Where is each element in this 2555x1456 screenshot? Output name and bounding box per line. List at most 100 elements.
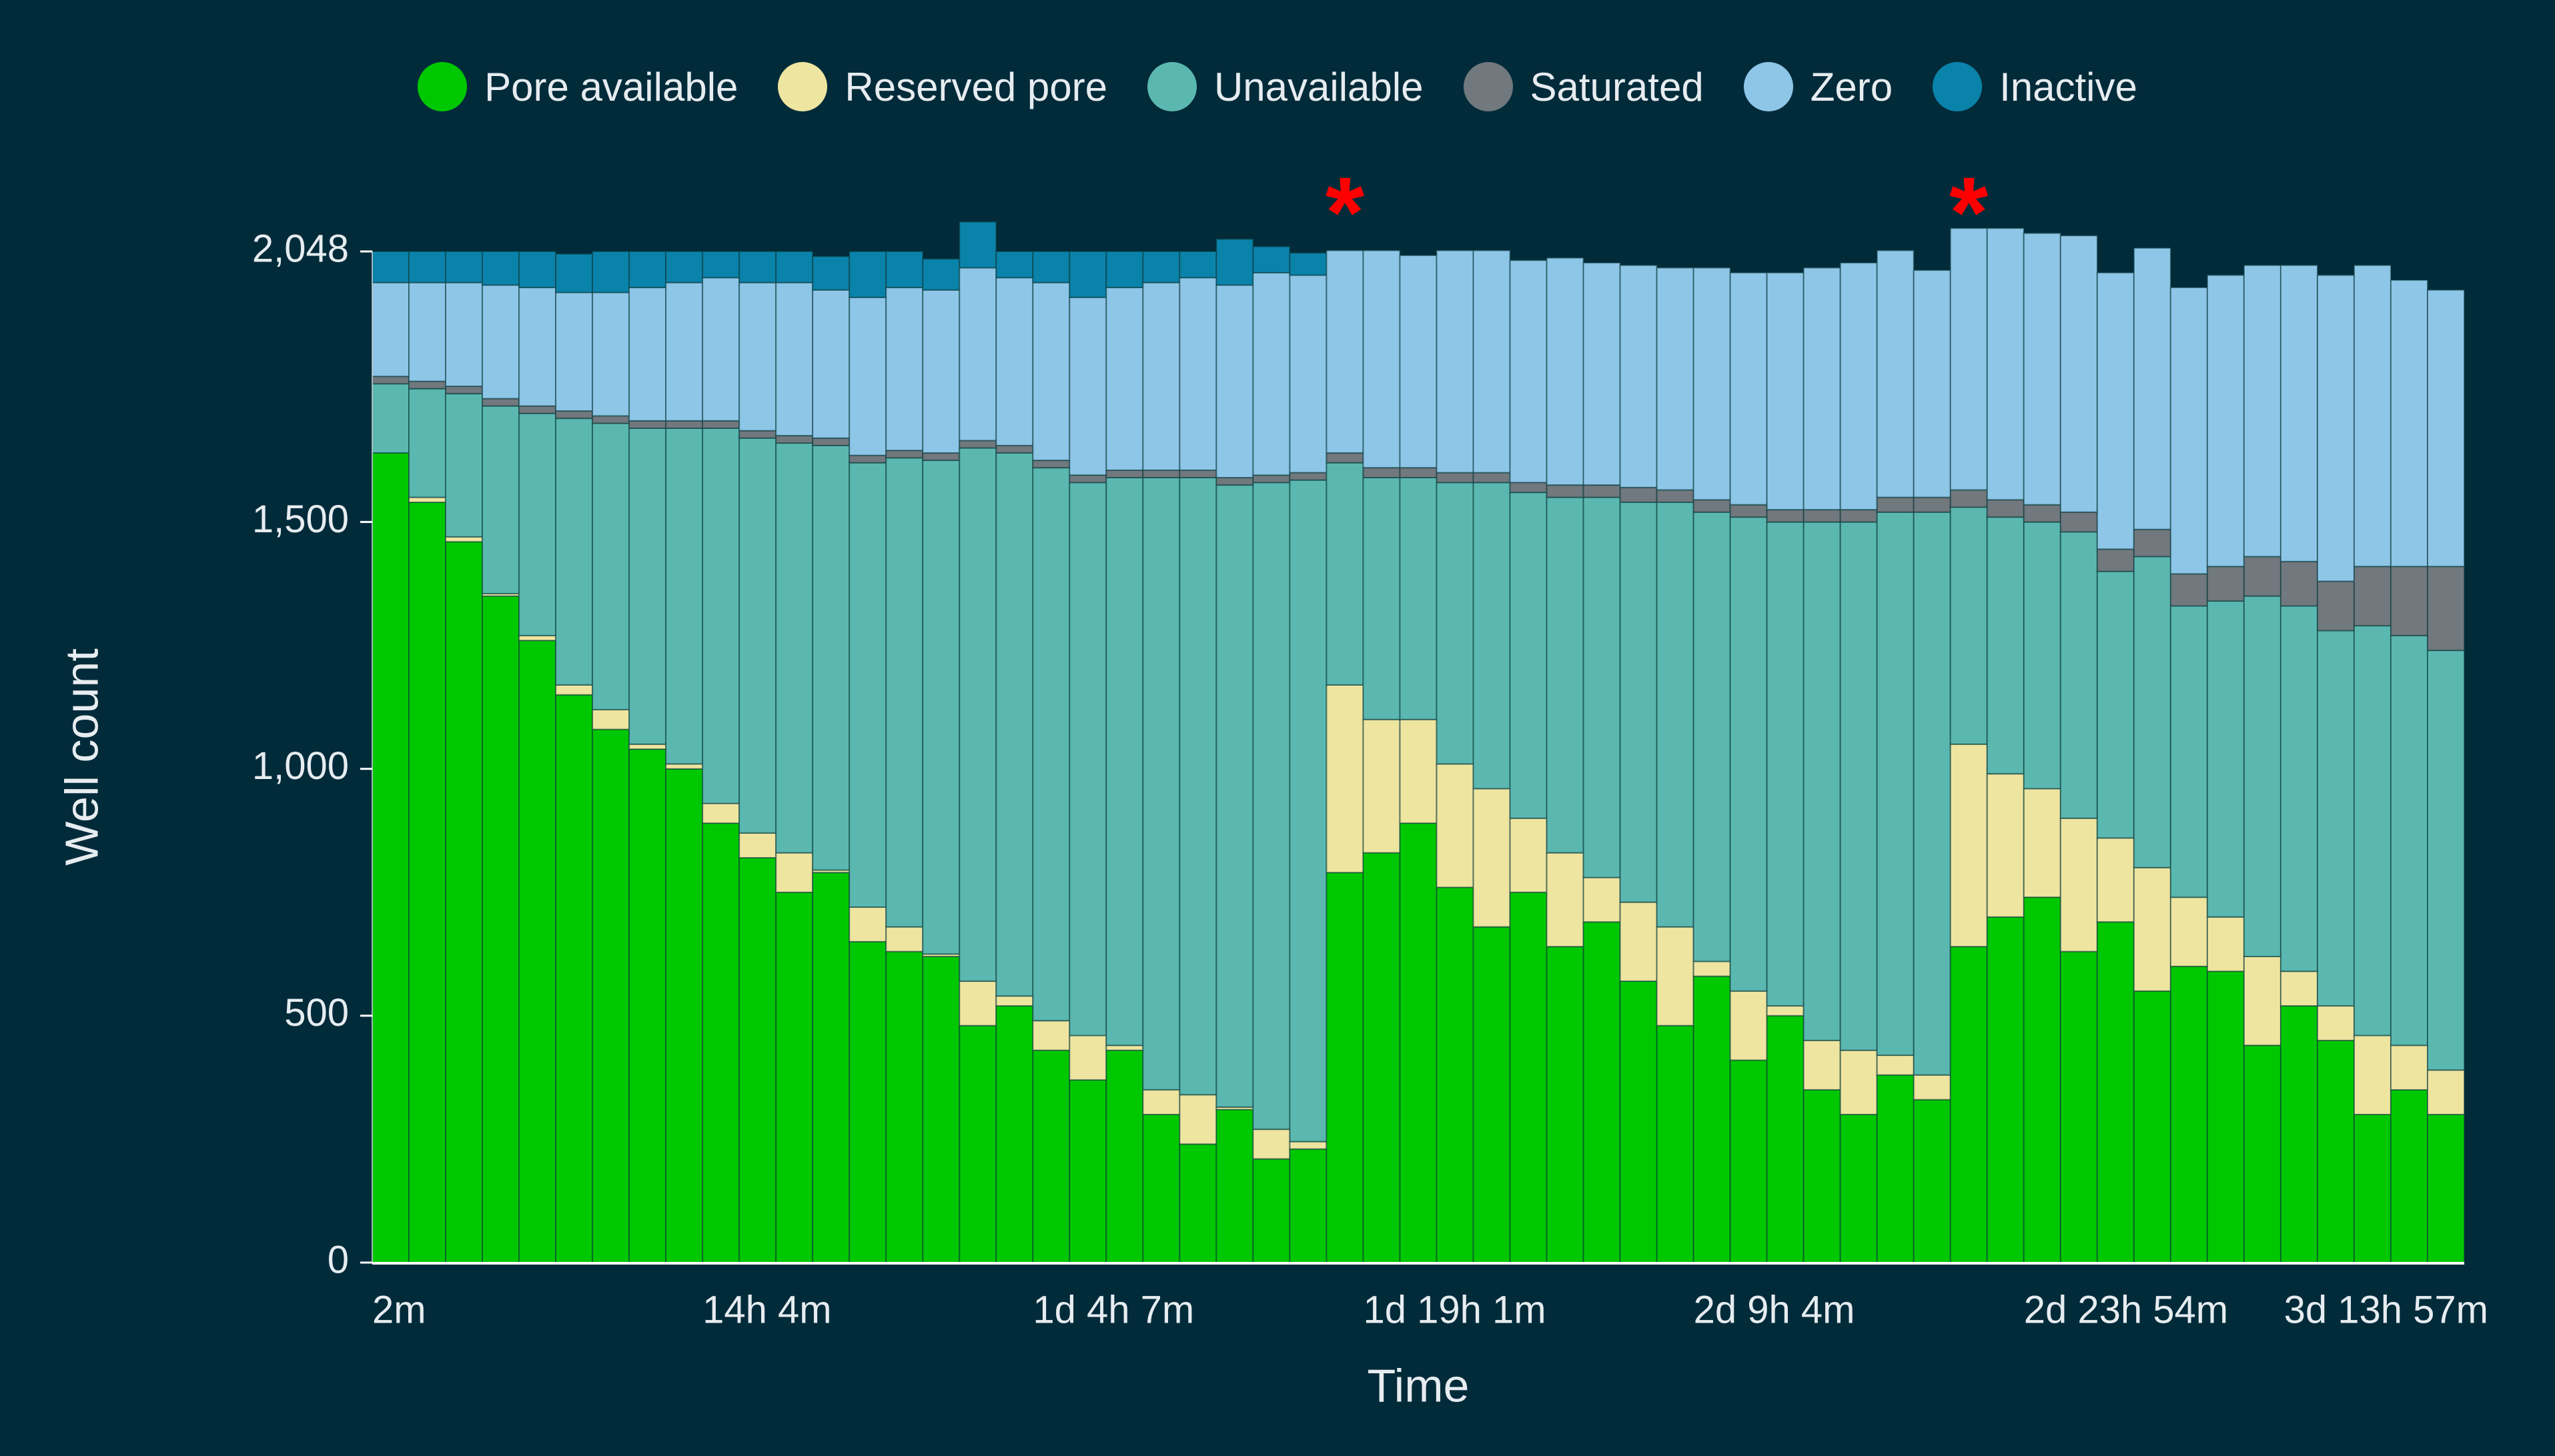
bar-segment-saturated [1399,467,1438,479]
bar-segment-zero [812,289,851,439]
bar-segment-reserved-pore [1252,1129,1291,1160]
bar-segment-zero [2353,264,2392,568]
bar-segment-reserved-pore [1326,684,1364,874]
bar-segment-saturated [665,420,704,430]
bar-segment-reserved-pore [2316,1005,2355,1041]
bar-segment-inactive [665,251,704,283]
bar-segment-saturated [995,444,1034,454]
bar-segment-unavailable [1399,477,1438,720]
bar-segment-saturated [2206,566,2245,602]
bar-segment-unavailable [518,412,557,636]
bar-segment-reserved-pore [2059,817,2098,952]
bar-segment-unavailable [408,388,447,498]
bar-segment-pore-available [1876,1074,1915,1263]
bar-segment-unavailable [482,405,520,594]
bar-segment-pore-available [1509,891,1548,1263]
bar-segment-reserved-pore [1803,1039,1841,1090]
bar-segment-pore-available [592,728,630,1264]
bar-segment-zero [592,291,630,417]
bar-segment-unavailable [1032,467,1071,1022]
bar-segment-saturated [2023,504,2061,523]
bar-segment-unavailable [1839,521,1878,1051]
bar-segment-pore-available [1142,1113,1181,1264]
bar-segment-inactive [1142,251,1181,283]
bar-segment-reserved-pore [628,743,667,750]
bar-segment-reserved-pore [1546,852,1584,948]
y-tick-label: 500 [284,991,349,1034]
bar-segment-unavailable [1766,521,1805,1007]
bar-segment-saturated [445,386,484,395]
bar-segment-inactive [922,258,961,291]
legend-swatch [1463,62,1513,111]
y-tick-label: 1,500 [252,498,349,541]
bar-segment-unavailable [1179,477,1217,1096]
bar-segment-inactive [408,251,447,283]
bar-segment-zero [1399,254,1438,469]
bar-segment-pore-available [1656,1024,1694,1263]
bar-segment-unavailable [1619,502,1658,903]
bar-segment-inactive [518,251,557,289]
bar-segment-saturated [1839,509,1878,523]
x-tick-label: 1d 4h 7m [1033,1288,1194,1331]
legend-swatch [1147,62,1197,111]
bar-segment-zero [2133,247,2171,530]
bar-segment-saturated [1803,509,1841,523]
bars-group [372,221,2465,1264]
bar-segment-unavailable [1692,511,1731,962]
legend-label: Saturated [1530,64,1704,109]
bar-segment-pore-available [1326,872,1364,1263]
bar-segment-unavailable [1546,496,1584,854]
bar-segment-unavailable [1362,477,1401,720]
bar-segment-saturated [959,440,997,449]
bar-segment-pore-available [1913,1099,1951,1263]
bar-segment-zero [1509,259,1548,484]
legend-item-reserved-pore[interactable]: Reserved pore [778,62,1107,111]
bar-segment-zero [1289,274,1328,474]
bar-segment-unavailable [1582,496,1621,878]
bar-segment-unavailable [2279,605,2318,972]
bar-segment-saturated [2390,566,2428,636]
bar-segment-reserved-pore [408,496,447,504]
bar-segment-pore-available [1729,1059,1768,1263]
bar-segment-unavailable [555,418,594,686]
bar-segment-inactive [812,255,851,291]
annotation-asterisk: * [1326,156,1365,268]
bar-segment-unavailable [2353,625,2392,1036]
bar-segment-unavailable [445,393,484,538]
legend-item-pore-available[interactable]: Pore available [418,62,738,111]
bar-segment-unavailable [812,444,851,871]
legend-item-inactive[interactable]: Inactive [1933,62,2137,111]
bar-segment-saturated [1656,489,1694,504]
bar-segment-saturated [775,435,814,444]
legend-item-unavailable[interactable]: Unavailable [1147,62,1424,111]
legend-item-zero[interactable]: Zero [1743,62,1893,111]
bar-segment-unavailable [628,428,667,745]
bar-segment-saturated [592,415,630,424]
legend-item-saturated[interactable]: Saturated [1463,62,1704,111]
bar-segment-reserved-pore [2279,970,2318,1007]
bar-segment-zero [702,277,740,422]
bar-segment-saturated [1986,499,2025,518]
bar-segment-pore-available [738,857,777,1263]
bar-segment-pore-available [408,502,447,1263]
bar-segment-pore-available [1399,822,1438,1263]
bar-segment-reserved-pore [1913,1074,1951,1101]
bar-segment-zero [1142,281,1181,471]
bar-segment-reserved-pore [1876,1054,1915,1076]
bar-segment-pore-available [812,872,851,1263]
bar-segment-saturated [2243,556,2281,597]
bar-segment-inactive [1032,251,1071,283]
bar-segment-inactive [555,253,594,293]
bar-segment-zero [1582,262,1621,486]
bar-segment-zero [665,281,704,422]
bar-segment-reserved-pore [1105,1044,1144,1051]
bar-segment-zero [1179,277,1217,471]
bar-segment-saturated [1215,477,1254,486]
x-tick-label: 2d 23h 54m [2024,1288,2228,1331]
bar-segment-pore-available [2279,1005,2318,1263]
bar-segment-pore-available [1949,946,1988,1263]
bar-segment-pore-available [2353,1113,2392,1264]
bar-segment-saturated [2169,573,2208,607]
legend-swatch [778,62,828,111]
bar-segment-reserved-pore [555,684,594,696]
